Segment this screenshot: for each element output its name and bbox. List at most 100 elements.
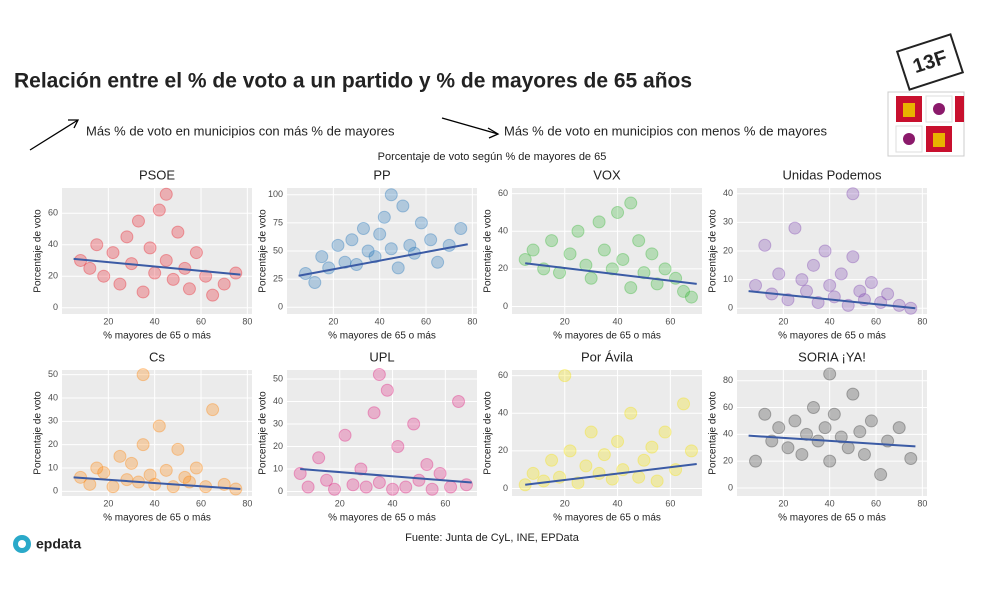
point xyxy=(459,478,473,492)
x-tick-label: 40 xyxy=(150,498,160,508)
point xyxy=(846,187,860,201)
x-tick-label: 20 xyxy=(328,316,338,326)
point xyxy=(346,478,360,492)
panel-title: Cs xyxy=(149,349,165,364)
x-tick-label: 80 xyxy=(917,316,927,326)
trend-line xyxy=(73,257,241,276)
point xyxy=(834,267,848,281)
point xyxy=(136,368,150,382)
trend-line xyxy=(73,476,241,490)
x-tick-label: 80 xyxy=(242,498,252,508)
point xyxy=(846,250,860,264)
logo: epdata xyxy=(13,535,81,553)
point xyxy=(136,438,150,452)
point xyxy=(841,441,855,455)
x-axis-label: % mayores de 65 o más xyxy=(553,513,661,524)
point xyxy=(380,383,394,397)
point xyxy=(616,252,630,266)
y-tick-label: 40 xyxy=(48,392,58,402)
point xyxy=(605,472,619,486)
point xyxy=(83,477,97,491)
x-axis-label: % mayores de 65 o más xyxy=(328,331,436,342)
point xyxy=(377,210,391,224)
point xyxy=(781,293,795,307)
x-tick-label: 60 xyxy=(440,498,450,508)
point xyxy=(658,425,672,439)
point xyxy=(857,447,871,461)
point xyxy=(166,480,180,494)
point xyxy=(338,255,352,269)
y-tick-label: 20 xyxy=(48,271,58,281)
point xyxy=(143,468,157,482)
point xyxy=(677,397,691,411)
point xyxy=(571,224,585,238)
annotation: Más % de voto en municipios con menos % … xyxy=(504,123,827,138)
x-tick-label: 60 xyxy=(665,316,675,326)
point xyxy=(454,222,468,235)
point xyxy=(90,238,104,252)
y-tick-label: 10 xyxy=(723,274,733,284)
point xyxy=(772,421,786,435)
x-tick-label: 60 xyxy=(871,316,881,326)
point xyxy=(624,406,638,420)
point xyxy=(806,401,820,415)
point xyxy=(106,480,120,494)
point xyxy=(846,387,860,401)
point xyxy=(558,369,572,383)
x-tick-label: 60 xyxy=(665,498,675,508)
y-tick-label: 60 xyxy=(498,188,508,198)
point xyxy=(338,428,352,442)
point xyxy=(658,262,672,276)
y-tick-label: 40 xyxy=(723,188,733,198)
point xyxy=(823,454,837,468)
point xyxy=(592,215,606,229)
point xyxy=(684,290,698,304)
x-tick-label: 80 xyxy=(242,316,252,326)
point xyxy=(874,468,888,482)
y-axis-label: Porcentaje de voto xyxy=(483,209,494,293)
point xyxy=(624,196,638,210)
x-tick-label: 40 xyxy=(613,498,623,508)
point xyxy=(120,230,134,244)
point xyxy=(758,407,772,421)
point xyxy=(414,216,428,230)
y-tick-label: 60 xyxy=(498,370,508,380)
source: Fuente: Junta de CyL, INE, EPData xyxy=(405,532,580,544)
point xyxy=(399,480,413,494)
x-tick-label: 40 xyxy=(388,498,398,508)
point xyxy=(217,277,231,291)
point xyxy=(120,473,134,487)
point xyxy=(563,247,577,261)
point xyxy=(345,233,359,247)
y-tick-label: 40 xyxy=(273,396,283,406)
point xyxy=(322,261,336,275)
point xyxy=(166,272,180,286)
point xyxy=(199,269,213,283)
point xyxy=(758,238,772,252)
point xyxy=(384,188,398,202)
point xyxy=(425,482,439,496)
x-tick-label: 40 xyxy=(613,316,623,326)
point xyxy=(632,470,646,484)
point xyxy=(90,461,104,475)
y-tick-label: 50 xyxy=(48,369,58,379)
y-tick-label: 10 xyxy=(273,463,283,473)
point xyxy=(650,277,664,291)
point xyxy=(189,246,203,260)
y-tick-label: 0 xyxy=(728,482,733,492)
panel-title: VOX xyxy=(593,167,621,182)
point xyxy=(818,421,832,435)
y-axis-label: Porcentaje de voto xyxy=(483,391,494,475)
point xyxy=(152,203,166,217)
point xyxy=(881,287,895,301)
point xyxy=(143,241,157,255)
y-tick-label: 20 xyxy=(498,445,508,455)
point xyxy=(182,282,196,296)
panel: 0 10 20 30 40 50 20 40 60 80 Cs % mayores de 65 o m… xyxy=(33,349,253,523)
point xyxy=(152,419,166,433)
x-axis-label: % mayores de 65 o más xyxy=(103,331,211,342)
point xyxy=(788,414,802,428)
panel-title: Por Ávila xyxy=(581,349,634,364)
y-tick-label: 20 xyxy=(723,456,733,466)
